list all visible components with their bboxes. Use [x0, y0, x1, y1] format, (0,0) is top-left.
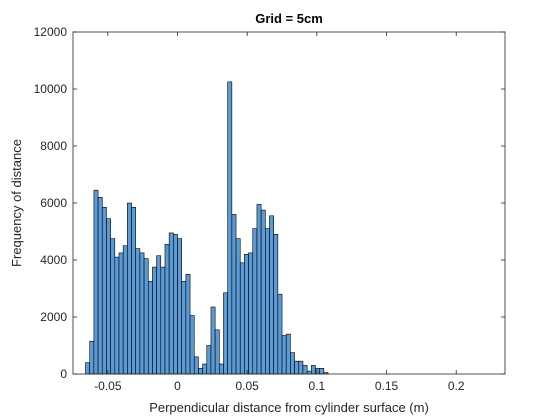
histogram-bar: [294, 360, 300, 375]
histogram-bar: [181, 281, 187, 375]
y-tick-label: 4000: [40, 253, 67, 267]
histogram-bar: [256, 204, 262, 375]
histogram-bar: [273, 234, 279, 375]
histogram-bar: [160, 266, 166, 375]
x-tick-label: 0.05: [236, 379, 260, 393]
histogram-bar: [315, 367, 320, 375]
histogram-bar: [277, 293, 283, 375]
histogram-bar: [290, 352, 295, 375]
histogram-bar: [114, 256, 120, 375]
histogram-bar: [319, 367, 325, 375]
x-axis-label: Perpendicular distance from cylinder sur…: [149, 400, 429, 415]
histogram-bar: [248, 252, 254, 375]
histogram-bar: [265, 228, 270, 375]
histogram-bar: [223, 292, 228, 375]
x-tick-label: 0: [174, 379, 181, 393]
histogram-bar: [143, 258, 149, 375]
histogram-bar: [252, 228, 258, 375]
histogram-bar: [97, 197, 103, 375]
histogram-bar: [118, 252, 124, 375]
histogram-bar: [147, 281, 153, 375]
histogram-bar: [168, 232, 174, 375]
histogram-bar: [210, 306, 216, 375]
histogram-bar: [306, 370, 312, 375]
histogram-bar: [156, 255, 162, 375]
histogram-bar: [106, 218, 111, 375]
histogram-bar: [198, 367, 203, 375]
histogram-bar: [89, 340, 95, 375]
histogram-bar: [219, 363, 224, 375]
x-tick-label: -0.05: [94, 379, 122, 393]
chart-title: Grid = 5cm: [255, 11, 323, 26]
x-tick-label: 0.2: [448, 379, 465, 393]
x-tick-label: 0.1: [309, 379, 326, 393]
histogram-bar: [127, 202, 132, 375]
y-tick-label: 0: [60, 367, 67, 381]
histogram-bar: [173, 234, 178, 375]
histogram-bar: [185, 273, 191, 375]
y-axis: 0 2000 4000 6000 8000 10000 12000: [34, 25, 505, 381]
histogram-bar: [135, 248, 141, 375]
histogram-bar: [152, 266, 157, 375]
histogram-bar: [302, 365, 308, 375]
histogram-bar: [214, 329, 220, 375]
x-axis: -0.05 0 0.05 0.1 0.15 0.2: [94, 32, 465, 393]
histogram-bar: [239, 262, 245, 375]
histogram-bar: [285, 333, 291, 375]
histogram-bar: [269, 215, 274, 375]
histogram-bar: [177, 238, 183, 375]
histogram-bar: [189, 315, 195, 375]
y-tick-label: 8000: [40, 139, 67, 153]
histogram-bar: [227, 81, 233, 375]
histogram-bar: [202, 363, 208, 375]
histogram-bar: [298, 360, 304, 375]
y-tick-label: 2000: [40, 310, 67, 324]
histogram-bar: [231, 214, 237, 375]
histogram-bar: [85, 362, 91, 375]
histogram-bar: [101, 206, 107, 375]
histogram-bar: [260, 209, 266, 375]
histogram-bar: [244, 254, 249, 375]
histogram-bar: [164, 244, 170, 375]
x-tick-label: 0.15: [375, 379, 399, 393]
histogram-bar: [93, 189, 99, 375]
y-tick-label: 6000: [40, 196, 67, 210]
histogram-bar: [310, 365, 316, 375]
histogram-bar: [122, 245, 128, 375]
histogram-bar: [110, 238, 116, 375]
histogram-bar: [139, 252, 145, 375]
y-tick-label: 12000: [34, 25, 68, 39]
y-axis-label: Frequency of distance: [9, 139, 24, 267]
histogram-bar: [131, 206, 137, 375]
y-tick-label: 10000: [34, 82, 68, 96]
histogram-bar: [193, 356, 199, 375]
histogram-bar: [281, 335, 287, 375]
histogram-bar: [235, 238, 241, 375]
histogram-bar: [206, 345, 212, 375]
